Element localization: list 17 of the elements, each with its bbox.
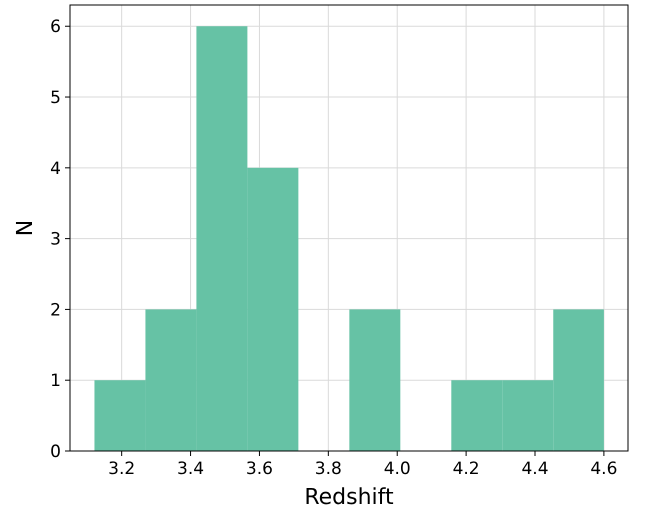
y-tick-label: 2 xyxy=(50,300,61,320)
x-tick-label: 3.8 xyxy=(314,459,342,479)
y-tick-label: 6 xyxy=(50,17,61,38)
x-axis-title: Redshift xyxy=(304,485,394,510)
y-axis-title: N xyxy=(13,220,38,236)
y-tick-label: 3 xyxy=(50,230,61,250)
x-tick-label: 4.4 xyxy=(521,459,549,479)
x-tick-label: 4.0 xyxy=(384,459,411,479)
y-tick-label: 4 xyxy=(50,158,61,179)
x-tick-label: 3.6 xyxy=(246,459,273,479)
x-tick-label: 4.6 xyxy=(590,459,618,479)
y-tick-label: 5 xyxy=(50,88,61,108)
x-tick-label: 3.4 xyxy=(177,459,204,479)
y-tick-label: 0 xyxy=(50,442,61,462)
x-tick-label: 3.2 xyxy=(108,459,136,479)
y-tick-label: 1 xyxy=(50,371,61,392)
x-tick-label: 4.2 xyxy=(452,459,480,479)
